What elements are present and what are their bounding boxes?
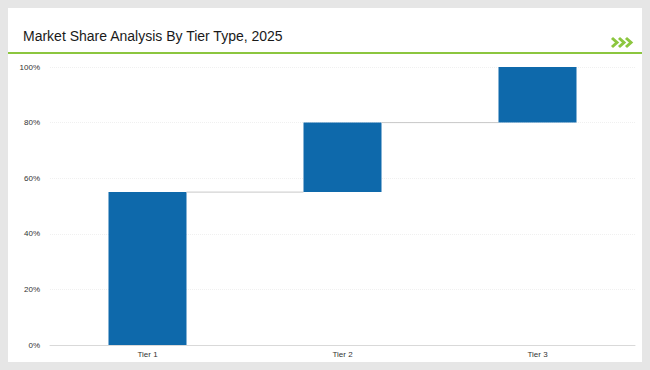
- svg-text:100%: 100%: [20, 63, 40, 72]
- svg-text:Tier 2: Tier 2: [332, 350, 353, 359]
- svg-text:80%: 80%: [24, 118, 40, 127]
- svg-text:0%: 0%: [28, 341, 40, 350]
- svg-text:60%: 60%: [24, 174, 40, 183]
- svg-text:Tier 1: Tier 1: [137, 350, 158, 359]
- svg-text:40%: 40%: [24, 229, 40, 238]
- svg-text:Tier 3: Tier 3: [527, 350, 548, 359]
- svg-text:Market Share Analysis By Tier: Market Share Analysis By Tier Type, 2025: [23, 28, 283, 44]
- svg-text:20%: 20%: [24, 285, 40, 294]
